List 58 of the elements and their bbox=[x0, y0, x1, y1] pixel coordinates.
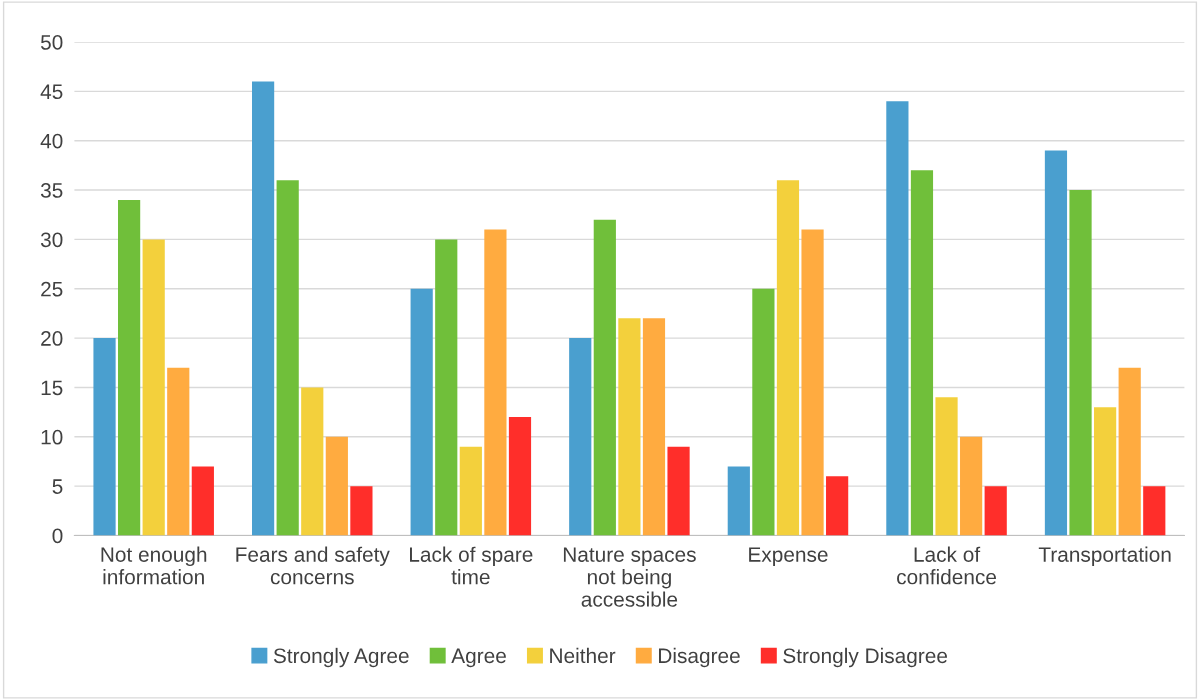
bar bbox=[667, 446, 690, 536]
x-tick-label: Fears and safety concerns bbox=[236, 546, 390, 585]
bar bbox=[167, 367, 190, 536]
bar bbox=[618, 318, 641, 536]
y-tick-label: 5 bbox=[52, 479, 63, 494]
y-tick-label: 25 bbox=[41, 281, 63, 297]
bar bbox=[960, 436, 983, 536]
bar bbox=[727, 466, 750, 536]
bar bbox=[93, 338, 116, 536]
y-tick-label: 40 bbox=[40, 133, 63, 149]
bar bbox=[826, 476, 849, 536]
bar bbox=[276, 180, 299, 536]
legend-label: Strongly Disagree bbox=[783, 647, 948, 668]
bar bbox=[1143, 486, 1166, 536]
bar bbox=[301, 387, 324, 536]
bar bbox=[325, 436, 348, 536]
y-tick-label: 50 bbox=[40, 35, 63, 50]
x-tick-label: Transportation bbox=[1038, 546, 1171, 567]
bar bbox=[910, 170, 934, 536]
bar bbox=[1118, 367, 1141, 536]
y-tick-label: 20 bbox=[41, 331, 63, 346]
bar bbox=[459, 446, 482, 536]
bar bbox=[435, 239, 458, 536]
bar bbox=[350, 486, 373, 536]
x-tick-label: Not enough information bbox=[101, 546, 207, 585]
bar bbox=[886, 101, 909, 536]
bar bbox=[1094, 407, 1117, 536]
y-tick-label: 10 bbox=[41, 429, 63, 445]
bar bbox=[191, 466, 214, 536]
bar bbox=[569, 338, 592, 536]
bar bbox=[118, 199, 141, 536]
x-tick-label: Lack of spare time bbox=[410, 546, 533, 585]
bar bbox=[1069, 190, 1092, 536]
bar bbox=[410, 288, 433, 536]
x-tick-label: Nature spaces not being accessible bbox=[563, 547, 696, 607]
bar bbox=[984, 486, 1007, 536]
y-tick-label: 30 bbox=[40, 232, 63, 248]
bar bbox=[508, 417, 532, 536]
bar bbox=[252, 81, 275, 536]
bar bbox=[642, 318, 666, 536]
bar bbox=[1044, 150, 1068, 536]
bar bbox=[142, 239, 165, 536]
legend-label: Agree bbox=[451, 648, 506, 668]
bar bbox=[752, 288, 775, 536]
y-tick-label: 15 bbox=[41, 380, 63, 396]
bar bbox=[484, 229, 507, 536]
y-tick-label: 45 bbox=[40, 84, 63, 100]
bar bbox=[935, 397, 958, 536]
legend-label: Disagree bbox=[659, 647, 740, 668]
legend-label: Neither bbox=[550, 647, 616, 664]
y-tick-label: 35 bbox=[40, 183, 63, 198]
bar bbox=[593, 219, 616, 536]
legend-label: Strongly Agree bbox=[273, 647, 409, 668]
bar bbox=[801, 229, 824, 536]
bar bbox=[776, 180, 800, 536]
x-tick-label: Expense bbox=[749, 547, 828, 567]
y-tick-label: 0 bbox=[52, 528, 63, 544]
x-tick-label: Lack of confidence bbox=[897, 546, 997, 585]
